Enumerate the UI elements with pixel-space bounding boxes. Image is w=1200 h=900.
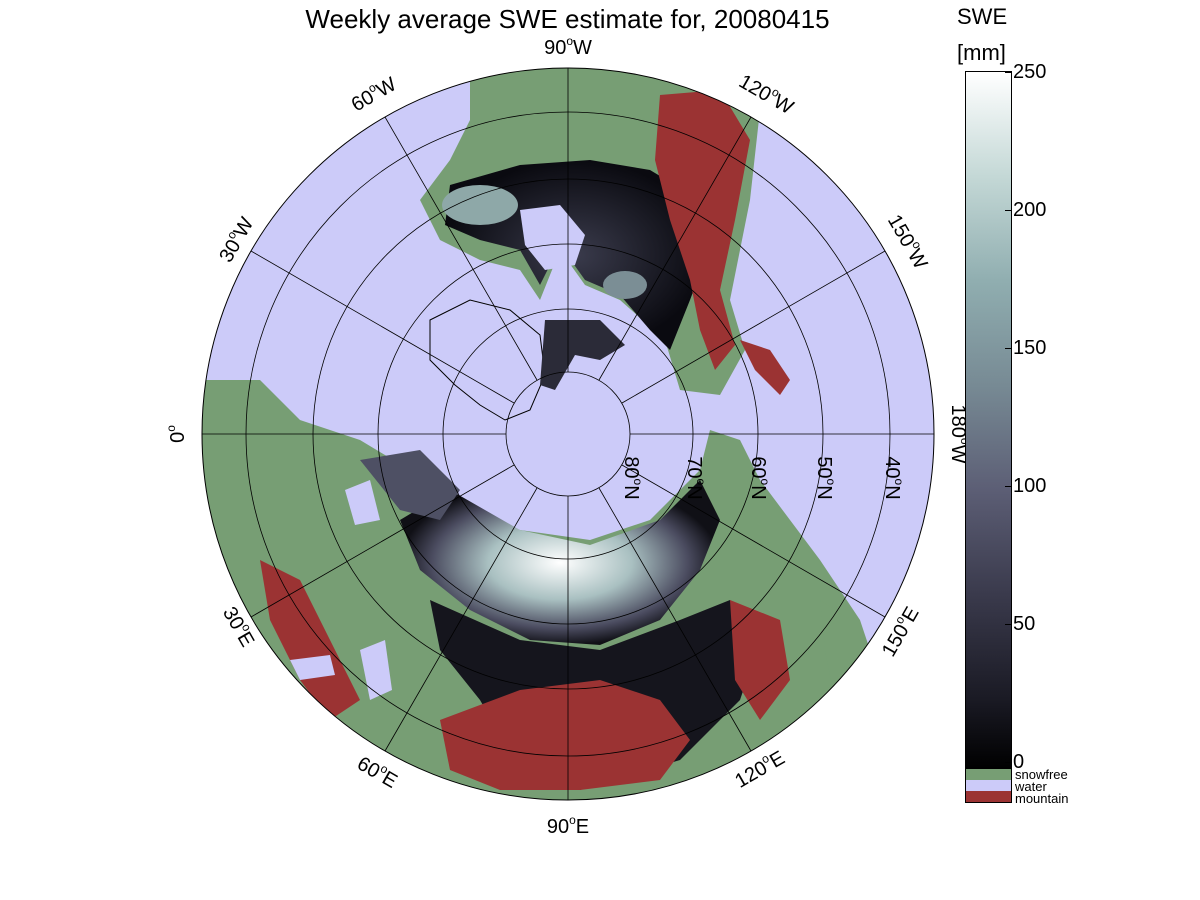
map-title: Weekly average SWE estimate for, 2008041… xyxy=(305,4,830,34)
hudson-region-swe xyxy=(442,185,518,225)
graticule xyxy=(201,67,935,801)
lon-label-150e: 150oE xyxy=(875,602,923,661)
siberia-swe-band xyxy=(400,480,720,645)
alaska-interior-swe xyxy=(603,271,647,299)
meridian-120e xyxy=(598,487,752,752)
colorbar-unit: [mm] xyxy=(957,40,1006,65)
meridian-150e xyxy=(621,464,886,618)
colorbar-tick-100: 100 xyxy=(1004,475,1047,497)
colorbar-tick-250: 250 xyxy=(1004,61,1047,83)
legend-swatch-snowfree xyxy=(965,769,1012,780)
lat-label-70n: 70oN xyxy=(683,456,708,499)
legend-label-mountain: mountain xyxy=(1015,791,1069,806)
colorbar-tick-0: 0 xyxy=(1004,751,1025,773)
meridian-30e xyxy=(250,464,515,618)
lon-label-120w: 120oW xyxy=(735,68,799,119)
legend-label-water: water xyxy=(1015,779,1047,794)
colorbar-tick-200: 200 xyxy=(1004,199,1047,221)
black-sea xyxy=(290,655,335,680)
meridian-30w xyxy=(250,250,515,404)
caspian-sea xyxy=(360,640,392,700)
swe-colorbar xyxy=(965,71,1012,770)
hudson-bay xyxy=(520,205,585,270)
latitude-labels: 80oN 70oN 60oN 50oN 40oN xyxy=(620,456,906,499)
legend-label-snowfree: snowfree xyxy=(1015,767,1068,782)
lat-label-40n: 40oN xyxy=(881,456,906,499)
colorbar-tick-150: 150 xyxy=(1004,337,1047,359)
lon-label-30e: 30oE xyxy=(218,602,261,651)
central-asia-mountain xyxy=(440,680,690,790)
meridian-150w xyxy=(621,250,886,404)
scandinavia-swe xyxy=(360,450,460,520)
europe-mountain xyxy=(260,560,360,720)
meridian-60e xyxy=(384,487,538,752)
lon-label-90w: 90oW xyxy=(544,34,592,59)
colorbar-tick-50: 50 xyxy=(1004,613,1036,635)
greenland xyxy=(429,299,546,421)
legend-swatch-water xyxy=(965,780,1012,791)
map-disk xyxy=(202,68,934,800)
east-asia-mountain xyxy=(730,600,790,720)
lon-label-60w: 60oW xyxy=(346,71,400,117)
lon-label-90e: 90oE xyxy=(547,813,589,838)
lat-label-60n: 60oN xyxy=(747,456,772,499)
lat-label-80n: 80oN xyxy=(620,456,645,499)
legend-swatch-mountain xyxy=(965,791,1012,803)
baltic-sea xyxy=(345,480,380,525)
meridian-120w xyxy=(598,116,752,381)
lat-label-50n: 50oN xyxy=(813,456,838,499)
alaska-mountain xyxy=(740,340,790,395)
meridian-60w xyxy=(384,116,538,381)
lon-label-0: 0o xyxy=(164,425,189,443)
colorbar-title: SWE xyxy=(957,4,1008,29)
